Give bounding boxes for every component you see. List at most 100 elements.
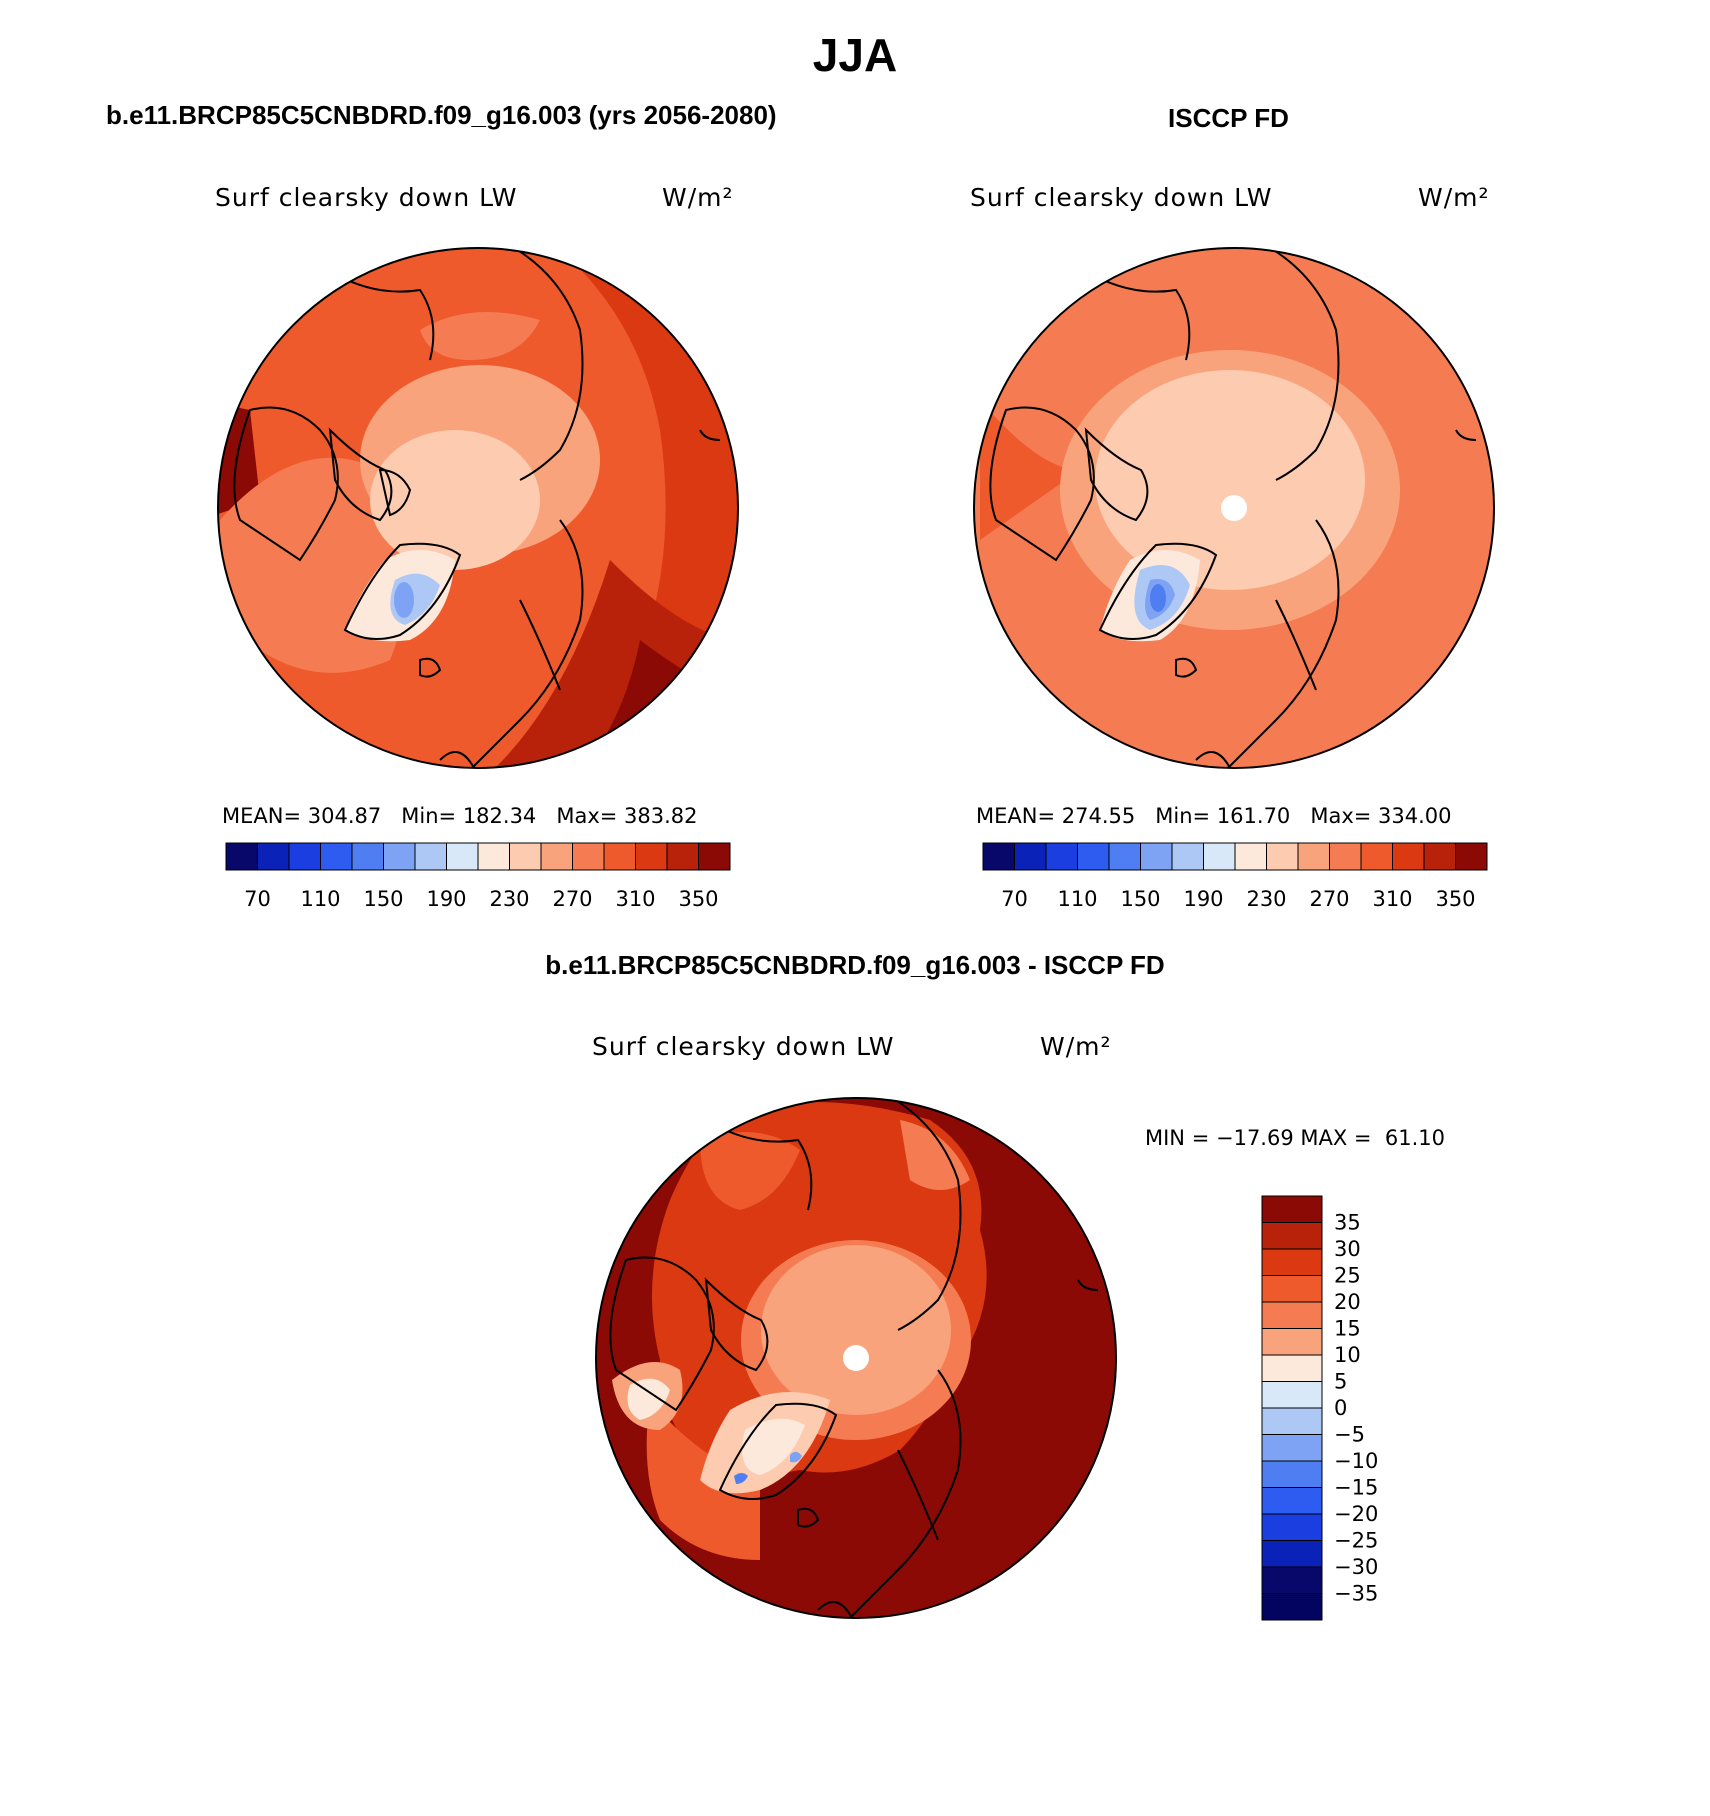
colorbar-box: [1329, 842, 1362, 871]
colorbar-box: [414, 842, 447, 871]
colorbar-box: [1392, 842, 1425, 871]
map-boundary-diff: [595, 1097, 1117, 1619]
colorbar-tick-label: 310: [1372, 887, 1412, 911]
colorbar-box: [1261, 1275, 1323, 1303]
panel-title-model: b.e11.BRCP85C5CNBDRD.f09_g16.003 (yrs 20…: [106, 100, 777, 130]
stats-obs: MEAN= 274.55 Min= 161.70 Max= 334.00: [976, 804, 1452, 828]
colorbar-box: [1108, 842, 1141, 871]
colorbar-box: [320, 842, 353, 871]
map-boundary-obs: [973, 247, 1495, 769]
colorbar-box: [1140, 842, 1173, 871]
colorbar-tick-label: −25: [1334, 1529, 1378, 1553]
min-label: Min=: [1155, 804, 1211, 828]
colorbar-box: [1261, 1195, 1323, 1223]
colorbar-box: [1261, 1328, 1323, 1356]
polar-map-model: [218, 248, 738, 768]
max-label: Max=: [556, 804, 618, 828]
colorbar-tick-label: 190: [1183, 887, 1223, 911]
colorbar-tick-label: 110: [1057, 887, 1097, 911]
colorbar-box: [666, 842, 699, 871]
colorbar-box: [446, 842, 479, 871]
colorbar-box: [1261, 1381, 1323, 1409]
colorbar-tick-label: 270: [552, 887, 592, 911]
colorbar-tick-label: 30: [1334, 1237, 1361, 1261]
colorbar-box: [603, 842, 636, 871]
colorbar-tick-label: 5: [1334, 1370, 1347, 1394]
colorbar-tick-label: 150: [1120, 887, 1160, 911]
colorbar-tick-label: 110: [300, 887, 340, 911]
max-value: 334.00: [1378, 804, 1452, 828]
colorbar-box: [1423, 842, 1456, 871]
colorbar-box: [540, 842, 573, 871]
colorbar-box: [1261, 1434, 1323, 1462]
colorbar-tick-label: 190: [426, 887, 466, 911]
colorbar-box: [1234, 842, 1267, 871]
colorbar-tick-label: −20: [1334, 1502, 1378, 1526]
colorbar-tick-label: 10: [1334, 1343, 1361, 1367]
colorbar-tick-label: 70: [1001, 887, 1028, 911]
colorbar-box: [1261, 1593, 1323, 1621]
colorbar-tick-label: 35: [1334, 1211, 1361, 1235]
mean-value: 304.87: [307, 804, 382, 828]
min-label: MIN =: [1145, 1126, 1210, 1150]
min-value: 161.70: [1216, 804, 1291, 828]
colorbar-box: [1261, 1566, 1323, 1594]
polar-map-obs: [974, 248, 1494, 768]
colorbar-box: [698, 842, 731, 871]
min-value: 182.34: [462, 804, 537, 828]
colorbar-tick-label: 230: [1246, 887, 1286, 911]
units-label-diff: W/m²: [1040, 1032, 1112, 1061]
max-label: Max=: [1310, 804, 1372, 828]
colorbar-box: [351, 842, 384, 871]
colorbar-tick-label: 350: [1435, 887, 1475, 911]
colorbar-tick-label: −30: [1334, 1555, 1378, 1579]
variable-label-diff: Surf clearsky down LW: [592, 1032, 895, 1061]
colorbar-box: [572, 842, 605, 871]
colorbar-tick-label: −5: [1334, 1423, 1365, 1447]
colorbar-box: [1261, 1248, 1323, 1276]
colorbar-tick-label: 0: [1334, 1396, 1347, 1420]
colorbar-box: [1203, 842, 1236, 871]
colorbar-box: [1455, 842, 1488, 871]
colorbar-box: [1261, 1354, 1323, 1382]
colorbar-box: [1171, 842, 1204, 871]
variable-label-model: Surf clearsky down LW: [215, 183, 518, 212]
colorbar-box: [225, 842, 258, 871]
stats-diff: MIN = −17.69 MAX = 61.10: [1145, 1126, 1445, 1150]
colorbar-box: [1261, 1407, 1323, 1435]
colorbar-box: [1261, 1301, 1323, 1329]
coastlines-diff: [609, 1098, 1099, 1618]
mean-label: MEAN=: [976, 804, 1056, 828]
coastlines-model: [233, 248, 721, 768]
colorbar-box: [257, 842, 290, 871]
colorbar-box: [982, 842, 1015, 871]
colorbar-obs: 70 110 150 190 230 270 310 350: [982, 842, 1488, 911]
colorbar-box: [1297, 842, 1330, 871]
colorbar-tick-label: −35: [1334, 1582, 1378, 1606]
colorbar-tick-label: −10: [1334, 1449, 1378, 1473]
stats-model: MEAN= 304.87 Min= 182.34 Max= 383.82: [222, 804, 698, 828]
colorbar-box: [635, 842, 668, 871]
colorbar-tick-label: 15: [1334, 1317, 1361, 1341]
max-value: 383.82: [624, 804, 698, 828]
colorbar-tick-label: 150: [363, 887, 403, 911]
colorbar-model: 70 110 150 190 230 270 310 350: [225, 842, 731, 911]
colorbar-box: [1360, 842, 1393, 871]
colorbar-tick-label: 350: [678, 887, 718, 911]
colorbar-box: [509, 842, 542, 871]
colorbar-tick-label: 20: [1334, 1290, 1361, 1314]
polar-map-diff: [596, 1098, 1116, 1618]
min-label: Min=: [401, 804, 457, 828]
max-label: MAX =: [1300, 1126, 1372, 1150]
colorbar-box: [1261, 1540, 1323, 1568]
max-value: 61.10: [1384, 1126, 1446, 1150]
colorbar-tick-label: 230: [489, 887, 529, 911]
colorbar-tick-label: 270: [1309, 887, 1349, 911]
figure-title: JJA: [812, 29, 898, 81]
mean-value: 274.55: [1061, 804, 1136, 828]
colorbar-tick-label: 310: [615, 887, 655, 911]
colorbar-box: [1014, 842, 1047, 871]
colorbar-box: [1261, 1487, 1323, 1515]
